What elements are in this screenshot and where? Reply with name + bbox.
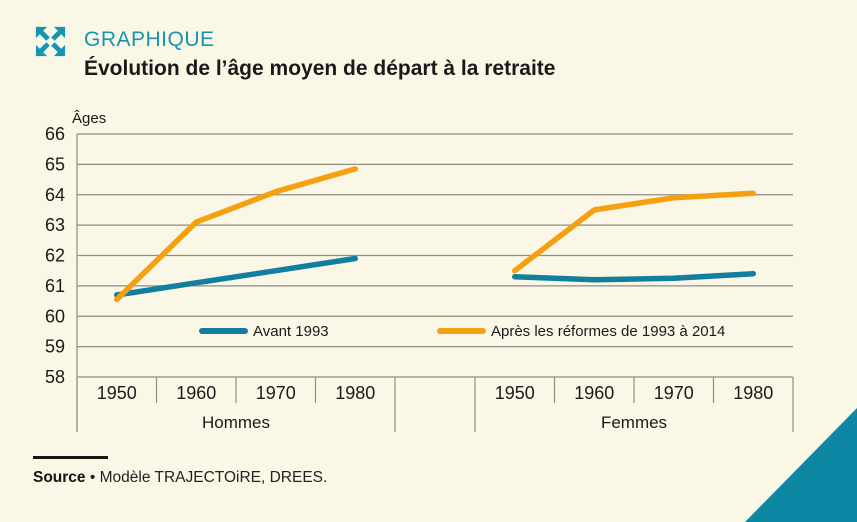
y-tick-label: 63: [45, 215, 65, 235]
group-label: Femmes: [601, 413, 667, 432]
y-tick-label: 61: [45, 276, 65, 296]
x-tick-label: 1950: [97, 383, 137, 403]
y-axis-title: Âges: [72, 110, 106, 127]
series-line-apr-s-les-r-formes-de-1993-2014: [114, 166, 358, 303]
series-line-avant-1993: [512, 270, 756, 283]
x-tick-label: 1960: [574, 383, 614, 403]
y-tick-label: 59: [45, 337, 65, 357]
source-line: Source • Modèle TRAJECTOiRE, DREES.: [33, 469, 327, 487]
expand-arrows-icon: [35, 26, 66, 57]
y-tick-label: 66: [45, 124, 65, 144]
source-bullet: •: [89, 469, 96, 486]
x-tick-label: 1980: [335, 383, 375, 403]
y-tick-label: 62: [45, 246, 65, 266]
group-label: Hommes: [202, 413, 270, 432]
y-tick-label: 65: [45, 154, 65, 174]
series-line-apr-s-les-r-formes-de-1993-2014: [512, 190, 756, 274]
legend-label: Avant 1993: [253, 323, 329, 340]
chart-kicker: GRAPHIQUE: [84, 28, 215, 51]
series-line-avant-1993: [114, 255, 358, 298]
x-tick-label: 1980: [733, 383, 773, 403]
x-tick-label: 1970: [256, 383, 296, 403]
source-text: Modèle TRAJECTOiRE, DREES.: [99, 469, 328, 486]
x-tick-label: 1960: [176, 383, 216, 403]
y-tick-label: 60: [45, 306, 65, 326]
legend-label: Après les réformes de 1993 à 2014: [491, 323, 725, 340]
retirement-age-line-chart: 58 59 60 61 62 63 64 65 66 Âges 1950 1960 1970 1980 Ho…: [45, 110, 794, 432]
x-tick-label: 1970: [654, 383, 694, 403]
x-tick-label: 1950: [495, 383, 535, 403]
y-tick-label: 58: [45, 367, 65, 387]
y-tick-label: 64: [45, 185, 65, 205]
page-title: Évolution de l’âge moyen de départ à la …: [84, 57, 556, 80]
footer-rule: [33, 456, 108, 459]
source-label: Source: [33, 469, 86, 486]
